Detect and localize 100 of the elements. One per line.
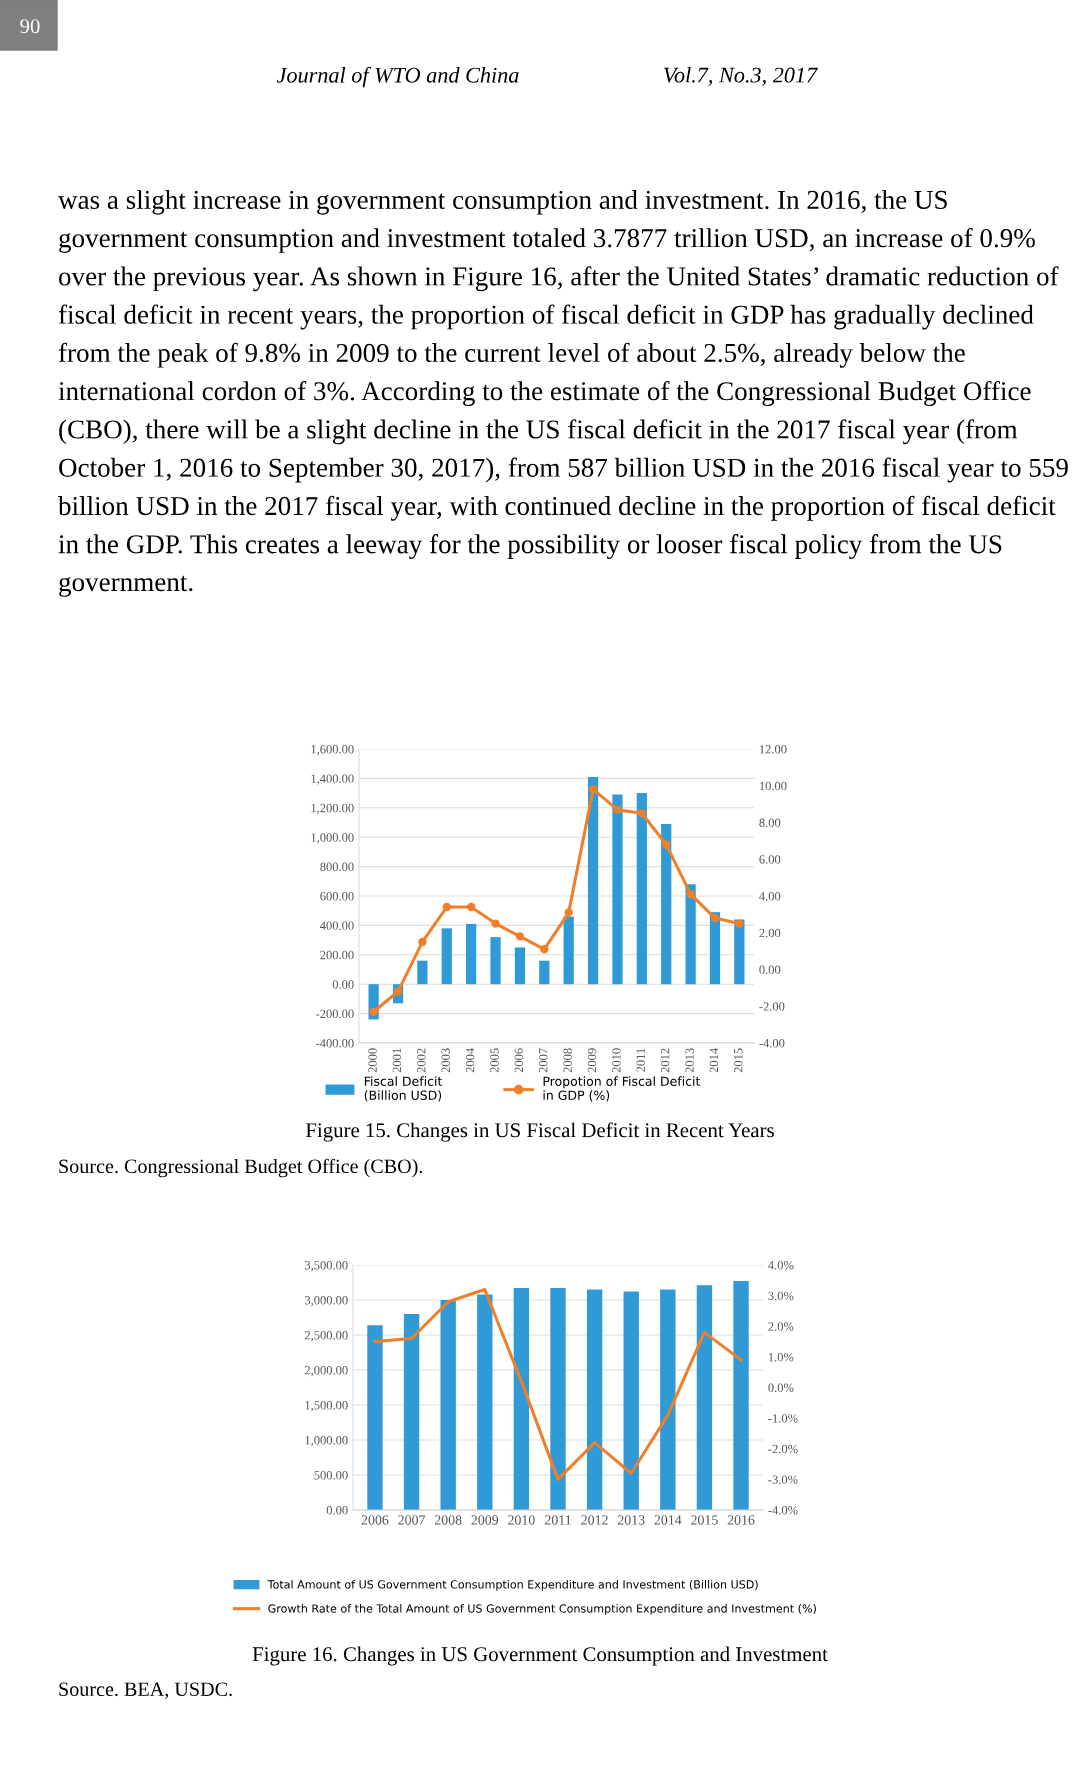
y-tick-label: 3,000.00 [304,1296,348,1307]
bar [709,912,721,985]
x-tick-label: 2010 [508,1515,535,1525]
y-tick-label: 0.00 [326,1506,348,1515]
y2-tick-label: 8.00 [759,818,781,828]
x-tick-label: 2014 [709,1048,719,1073]
y2-tick-label: 10.00 [759,781,787,791]
y-tick-label: 1,400.00 [311,774,354,785]
x-tick-label: 2010 [612,1048,621,1073]
x-tick-label: 2008 [563,1048,572,1073]
legend-label: Total Amount of US Government Consumption Expenditure and Investment (Billion USD) [267,1580,758,1591]
legend-label: Fiscal Deficit (Billion USD) [364,1076,443,1102]
x-tick-label: 2009 [587,1048,597,1073]
y-tick-label: 3,500.00 [304,1261,348,1272]
bar [734,919,745,985]
bar [660,1289,676,1510]
point [637,809,647,818]
bar [477,1294,493,1510]
bar [685,884,696,985]
x-tick-label: 2012 [581,1515,608,1525]
x-tick-label: 2006 [514,1048,524,1073]
y-tick-label: 400.00 [320,921,354,930]
text: Figure 16. Changes in US Government Consumption and Investment [252,1646,828,1666]
y-tick-label: 2,000.00 [304,1366,348,1377]
bar [513,1288,530,1510]
y-tick-label: 2,500.00 [304,1331,348,1342]
bar [661,823,672,985]
y2-tick-label: 0.0% [768,1383,794,1393]
y-tick-label: 200.00 [320,950,354,960]
x-tick-label: 2013 [617,1515,645,1525]
source-note: Source. Congressional Budget Office (CBO). [59,1158,423,1178]
y2-tick-label: 4.00 [759,892,781,901]
bar [539,960,550,985]
y-tick-label: 1,500.00 [305,1401,348,1412]
point [710,913,720,923]
y-tick-label: -200.00 [316,1009,354,1019]
y2-tick-label: 0.00 [759,965,781,975]
bar [403,1314,420,1510]
point [564,908,573,917]
line-series [373,1287,743,1481]
point [588,785,598,794]
point [613,805,622,814]
y2-tick-label: 12.00 [759,745,787,754]
y2-tick-label: 6.00 [759,855,781,864]
bar [550,1288,566,1510]
bar [563,916,574,985]
y2-tick-label: -2.00 [759,1002,785,1011]
bar [466,923,477,985]
x-tick-label: 2011 [544,1515,571,1525]
y2-tick-label: 3.0% [768,1291,794,1301]
legend-label: Propotion of Fiscal Deficit in GDP (%) [543,1076,701,1102]
y-tick-label: 1,200.00 [311,803,354,815]
x-tick-label: 2001 [392,1048,402,1073]
x-tick-label: 2015 [691,1515,718,1525]
bar [367,1325,383,1510]
x-tick-label: 2005 [490,1048,499,1073]
bar [587,776,599,985]
text: 90 [20,19,40,34]
point [466,902,476,912]
bar [636,793,647,985]
x-tick-label: 2007 [539,1048,548,1073]
y2-tick-label: 1.0% [768,1352,794,1362]
x-tick-label: 2011 [636,1048,645,1072]
point [735,919,744,928]
x-tick-label: 2014 [654,1515,682,1525]
x-tick-label: 2016 [727,1515,755,1525]
y2-tick-label: -1.0% [768,1414,798,1423]
point [662,840,671,849]
point [442,902,451,912]
y-tick-label: 1,000.00 [305,1436,348,1447]
y-tick-label: 0.00 [332,980,354,989]
bar [441,928,452,985]
y-tick-label: 800.00 [320,862,354,872]
bar [417,960,428,985]
y-tick-label: -400.00 [316,1039,354,1048]
y2-tick-label: 2.0% [768,1322,794,1331]
y-tick-label: 1,000.00 [311,833,354,844]
x-tick-label: 2006 [361,1515,389,1525]
y2-tick-label: -4.0% [768,1506,798,1515]
point [540,945,549,954]
x-tick-label: 2015 [734,1048,743,1073]
source-note: Source. BEA, USDC. [59,1682,232,1699]
x-tick-label: 2003 [441,1048,450,1073]
y2-tick-label: 2.00 [759,928,781,938]
bar [490,937,501,985]
y-tick-label: 500.00 [314,1471,348,1480]
point [491,919,500,928]
bar [586,1289,603,1510]
y2-tick-label: -4.00 [759,1039,785,1048]
text: Vol.7, No.3, 2017 [664,66,818,86]
text: Figure 15. Changes in US Fiscal Deficit in Recent Years [305,1122,774,1142]
point [515,932,525,941]
bar [696,1285,713,1510]
text: was a slight increase in government consumption and investment. In 2016, the US government consumption and investment totaled 3.7877 trillion USD, an increase of 0.9% over the previous year. As shown in Figure 16, after the United States’ dramatic reduction of fiscal deficit in recent years, the proportion of fiscal deficit in GDP has gradually declined from the peak of 9.8% in 2009 to the current level of about 2.5%, already below the international cordon of 3%. According to the estimate of the Congressional Budget Office (CBO), there will be a slight decline in the US fiscal deficit in the 2017 fiscal year (from October 1, 2016 to September 30, 2017), from 587 billion USD in the 2016 fiscal year to 559 billion USD in the 2017 fiscal year, with continued decline in the proportion of fiscal deficit in the GDP. This creates a leeway for the possibility or looser fiscal policy from the US government. [58,190,1068,597]
y2-tick-label: -3.0% [768,1475,798,1484]
point [369,1007,378,1016]
x-tick-label: 2000 [368,1048,377,1073]
y2-tick-label: -2.0% [768,1444,798,1454]
bar [514,947,526,985]
x-tick-label: 2004 [465,1048,475,1073]
